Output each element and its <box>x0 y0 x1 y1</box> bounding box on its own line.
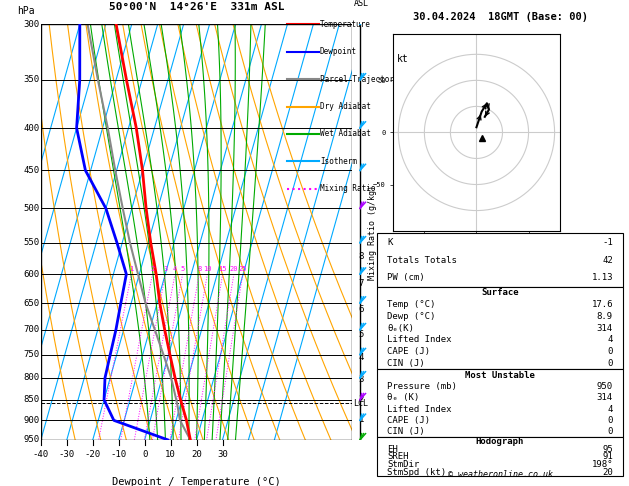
Text: 314: 314 <box>597 324 613 332</box>
Text: CIN (J): CIN (J) <box>387 359 425 368</box>
Text: 0: 0 <box>608 359 613 368</box>
Text: CIN (J): CIN (J) <box>387 427 425 436</box>
Text: 950: 950 <box>23 435 40 444</box>
Text: 850: 850 <box>23 395 40 404</box>
Text: Wet Adiabat: Wet Adiabat <box>320 129 370 139</box>
Text: 950: 950 <box>597 382 613 391</box>
Text: 30.04.2024  18GMT (Base: 00): 30.04.2024 18GMT (Base: 00) <box>413 12 587 22</box>
Bar <box>377 437 623 476</box>
Text: Pressure (mb): Pressure (mb) <box>387 382 457 391</box>
Text: 450: 450 <box>23 166 40 175</box>
Text: 800: 800 <box>23 373 40 382</box>
Text: Temp (°C): Temp (°C) <box>387 300 436 309</box>
Text: 500: 500 <box>23 204 40 213</box>
Text: 4: 4 <box>173 266 177 272</box>
Text: Lifted Index: Lifted Index <box>387 404 452 414</box>
Text: kt: kt <box>398 53 409 64</box>
Text: 0: 0 <box>608 416 613 425</box>
Text: Mixing Ratio: Mixing Ratio <box>320 184 376 193</box>
Text: 50°00'N  14°26'E  331m ASL: 50°00'N 14°26'E 331m ASL <box>109 2 284 12</box>
Text: 15: 15 <box>218 266 227 272</box>
Text: StmDir: StmDir <box>387 460 420 469</box>
Text: θₑ(K): θₑ(K) <box>387 324 414 332</box>
Text: 4: 4 <box>608 335 613 345</box>
Text: Mixing Ratio (g/kg): Mixing Ratio (g/kg) <box>369 185 377 279</box>
Text: θₑ (K): θₑ (K) <box>387 393 420 402</box>
Text: 900: 900 <box>23 416 40 425</box>
Text: © weatheronline.co.uk: © weatheronline.co.uk <box>448 469 552 479</box>
Text: -30: -30 <box>58 450 75 459</box>
Text: 4: 4 <box>608 404 613 414</box>
Text: 91: 91 <box>602 452 613 461</box>
Text: 0: 0 <box>608 347 613 356</box>
Text: 750: 750 <box>23 350 40 359</box>
Text: 314: 314 <box>597 393 613 402</box>
Text: 550: 550 <box>23 238 40 247</box>
Text: 10: 10 <box>165 450 176 459</box>
Text: 5: 5 <box>181 266 185 272</box>
Text: 7: 7 <box>359 278 364 288</box>
Text: Dewpoint: Dewpoint <box>320 47 357 56</box>
Text: Dewpoint / Temperature (°C): Dewpoint / Temperature (°C) <box>112 477 281 486</box>
Text: 3: 3 <box>359 375 364 384</box>
Text: hPa: hPa <box>17 6 35 16</box>
Text: EH: EH <box>387 445 398 453</box>
Text: 17.6: 17.6 <box>591 300 613 309</box>
Text: PW (cm): PW (cm) <box>387 273 425 282</box>
Text: -1: -1 <box>602 238 613 247</box>
Text: K: K <box>387 238 392 247</box>
Text: -10: -10 <box>111 450 127 459</box>
Text: 4: 4 <box>359 353 364 363</box>
Text: 2: 2 <box>359 395 364 404</box>
Text: 20: 20 <box>602 468 613 477</box>
Text: 20: 20 <box>191 450 202 459</box>
Text: 8: 8 <box>359 252 364 261</box>
Text: 20: 20 <box>230 266 238 272</box>
Text: Hodograph: Hodograph <box>476 437 524 446</box>
Text: -20: -20 <box>85 450 101 459</box>
Bar <box>377 287 623 369</box>
Text: 1.13: 1.13 <box>591 273 613 282</box>
Text: 1: 1 <box>359 416 364 424</box>
Text: 3: 3 <box>164 266 167 272</box>
Text: 25: 25 <box>238 266 247 272</box>
Text: Temperature: Temperature <box>320 20 370 29</box>
Text: 650: 650 <box>23 298 40 308</box>
Bar <box>377 369 623 437</box>
Text: 8.9: 8.9 <box>597 312 613 321</box>
Text: 42: 42 <box>602 256 613 264</box>
Text: 700: 700 <box>23 325 40 334</box>
Text: Isotherm: Isotherm <box>320 157 357 166</box>
Text: Most Unstable: Most Unstable <box>465 370 535 380</box>
Text: -40: -40 <box>33 450 49 459</box>
Text: 300: 300 <box>23 20 40 29</box>
Text: 1: 1 <box>130 266 133 272</box>
Text: CAPE (J): CAPE (J) <box>387 347 430 356</box>
Text: 0: 0 <box>608 427 613 436</box>
Text: Parcel Trajectory: Parcel Trajectory <box>320 75 398 84</box>
Text: 350: 350 <box>23 75 40 85</box>
Text: 198°: 198° <box>591 460 613 469</box>
Text: LCL: LCL <box>353 399 369 408</box>
Text: 5: 5 <box>359 330 364 339</box>
Text: 10: 10 <box>203 266 211 272</box>
Bar <box>377 233 623 287</box>
Text: Dewp (°C): Dewp (°C) <box>387 312 436 321</box>
Text: km
ASL: km ASL <box>354 0 369 8</box>
Text: 400: 400 <box>23 123 40 133</box>
Text: 6: 6 <box>359 305 364 314</box>
Text: 600: 600 <box>23 270 40 278</box>
Text: 95: 95 <box>602 445 613 453</box>
Text: 2: 2 <box>150 266 155 272</box>
Text: StmSpd (kt): StmSpd (kt) <box>387 468 447 477</box>
Text: CAPE (J): CAPE (J) <box>387 416 430 425</box>
Text: 30: 30 <box>217 450 228 459</box>
Text: Surface: Surface <box>481 288 519 297</box>
Text: 0: 0 <box>142 450 147 459</box>
Text: Lifted Index: Lifted Index <box>387 335 452 345</box>
Text: SREH: SREH <box>387 452 409 461</box>
Text: Totals Totals: Totals Totals <box>387 256 457 264</box>
Text: Dry Adiabat: Dry Adiabat <box>320 102 370 111</box>
Text: 8: 8 <box>197 266 201 272</box>
